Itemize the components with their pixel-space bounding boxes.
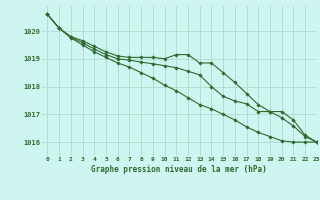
X-axis label: Graphe pression niveau de la mer (hPa): Graphe pression niveau de la mer (hPa) (91, 165, 267, 174)
